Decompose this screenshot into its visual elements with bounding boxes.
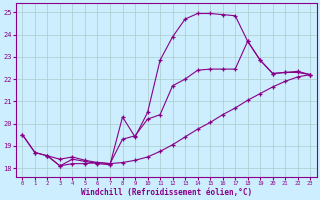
X-axis label: Windchill (Refroidissement éolien,°C): Windchill (Refroidissement éolien,°C) — [81, 188, 252, 197]
